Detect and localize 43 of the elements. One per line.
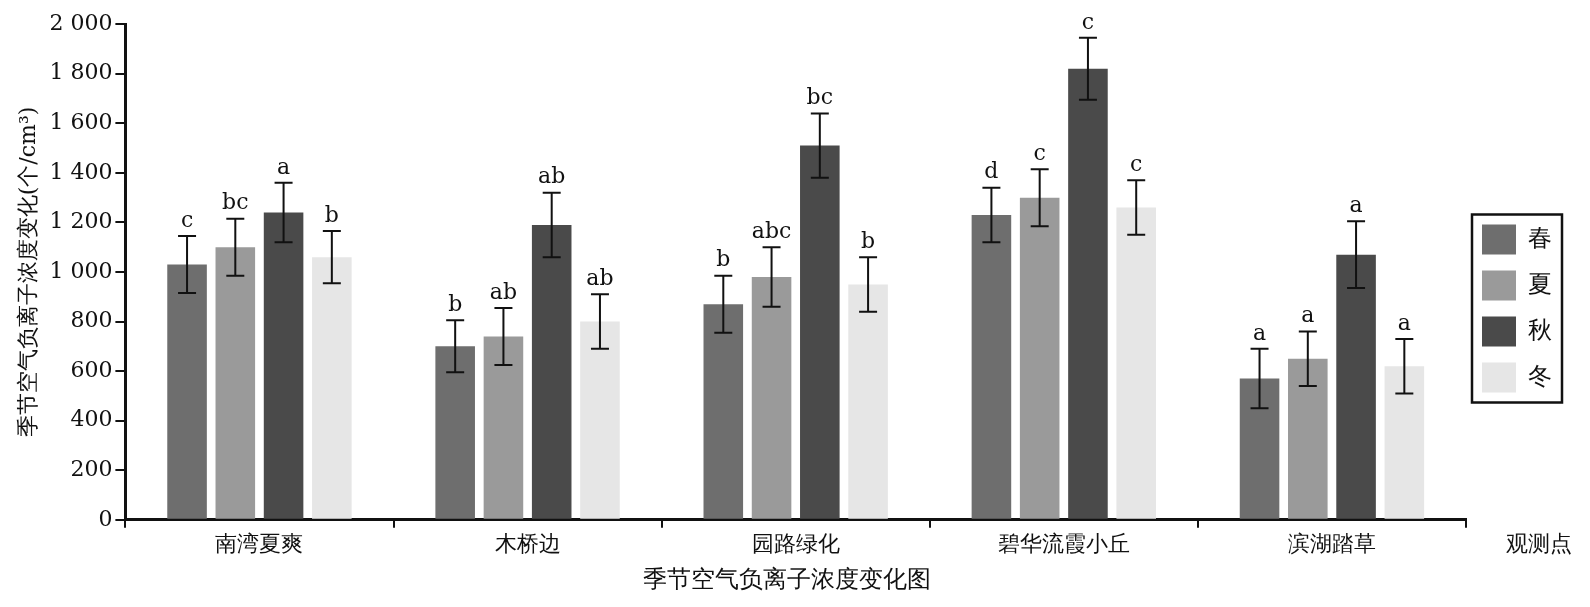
x-tick-label: 碧华流霞小丘 bbox=[997, 530, 1130, 556]
data-label: c bbox=[1033, 139, 1046, 165]
data-label: a bbox=[277, 153, 291, 179]
y-tick-label: 600 bbox=[70, 356, 113, 382]
data-label: b bbox=[716, 246, 731, 272]
data-label: a bbox=[1252, 319, 1267, 345]
x-tick-label: 园路绿化 bbox=[751, 530, 840, 556]
data-label: ab bbox=[586, 265, 614, 291]
data-label: b bbox=[448, 291, 463, 317]
x-tick-label: 滨湖踏草 bbox=[1287, 530, 1376, 556]
data-label: c bbox=[1130, 151, 1143, 177]
y-tick-label: 1 800 bbox=[49, 59, 113, 85]
text: 季节空气负离子浓度变化图 bbox=[643, 564, 931, 593]
data-label: ab bbox=[538, 163, 566, 189]
legend-label: 秋 bbox=[1528, 315, 1552, 344]
data-label: d bbox=[984, 158, 999, 184]
data-label: ab bbox=[489, 278, 518, 304]
legend-label: 夏 bbox=[1528, 269, 1552, 298]
data-label: c bbox=[180, 206, 194, 232]
data-label: bc bbox=[222, 189, 249, 215]
y-axis-title: 季节空气负离子浓度变化(个/cm³) bbox=[14, 106, 40, 438]
data-label: a bbox=[1397, 309, 1411, 335]
y-tick-label: 1 400 bbox=[49, 158, 113, 184]
y-tick-label: 800 bbox=[70, 307, 113, 333]
y-tick-label: 2 000 bbox=[49, 9, 113, 35]
data-label: bc bbox=[806, 84, 834, 110]
x-tick-label: 木桥边 bbox=[494, 530, 561, 556]
y-tick-label: 1 600 bbox=[49, 109, 113, 135]
data-label: b bbox=[861, 227, 876, 253]
data-label: abc bbox=[751, 217, 792, 243]
legend-label: 春 bbox=[1528, 223, 1552, 252]
y-tick-label: 1 200 bbox=[49, 208, 113, 234]
data-label: a bbox=[1301, 302, 1315, 328]
x-tick-label: 南湾夏爽 bbox=[215, 530, 304, 556]
data-label: c bbox=[1081, 8, 1095, 34]
y-tick-label: 1 000 bbox=[49, 257, 113, 283]
y-tick-label: 400 bbox=[70, 406, 113, 432]
y-tick-label: 0 bbox=[98, 505, 113, 531]
data-label: a bbox=[1349, 191, 1363, 217]
data-label: b bbox=[324, 201, 339, 227]
y-tick-label: 200 bbox=[70, 455, 113, 481]
x-axis-title: 观测点 bbox=[1506, 530, 1572, 556]
legend-label: 冬 bbox=[1528, 361, 1552, 390]
